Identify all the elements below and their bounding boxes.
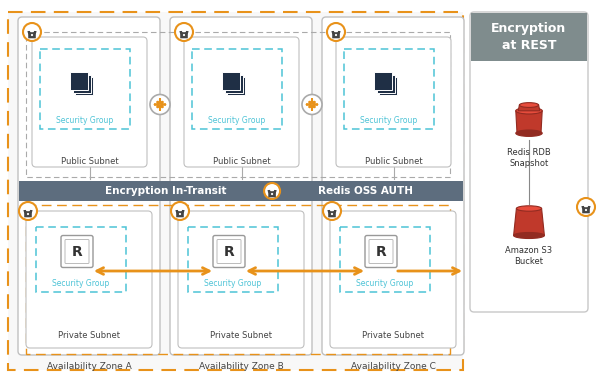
- FancyBboxPatch shape: [470, 12, 588, 312]
- Text: Encryption
at REST: Encryption at REST: [491, 22, 566, 52]
- FancyBboxPatch shape: [332, 32, 340, 38]
- FancyBboxPatch shape: [330, 211, 456, 348]
- Text: Public Subnet: Public Subnet: [212, 157, 271, 165]
- Polygon shape: [516, 111, 542, 133]
- FancyBboxPatch shape: [336, 37, 451, 167]
- FancyBboxPatch shape: [213, 235, 245, 267]
- Ellipse shape: [514, 232, 544, 239]
- Circle shape: [264, 183, 280, 199]
- FancyBboxPatch shape: [73, 75, 91, 93]
- Ellipse shape: [520, 102, 539, 107]
- Circle shape: [171, 202, 189, 220]
- Polygon shape: [19, 181, 463, 201]
- Text: Redis RDB
Snapshot: Redis RDB Snapshot: [507, 148, 551, 168]
- FancyBboxPatch shape: [582, 207, 590, 213]
- FancyBboxPatch shape: [32, 37, 147, 167]
- Text: R: R: [71, 245, 82, 259]
- Text: Private Subnet: Private Subnet: [362, 331, 424, 341]
- FancyBboxPatch shape: [224, 75, 242, 93]
- Circle shape: [183, 34, 185, 36]
- Circle shape: [271, 193, 273, 195]
- Circle shape: [323, 202, 341, 220]
- Polygon shape: [471, 13, 587, 61]
- FancyBboxPatch shape: [180, 32, 188, 38]
- Circle shape: [179, 213, 181, 215]
- Circle shape: [31, 34, 33, 36]
- Text: Private Subnet: Private Subnet: [210, 331, 272, 341]
- Text: Security Group: Security Group: [205, 279, 262, 288]
- Text: Security Group: Security Group: [361, 116, 418, 125]
- FancyBboxPatch shape: [373, 72, 392, 90]
- Text: Security Group: Security Group: [56, 116, 113, 125]
- FancyBboxPatch shape: [268, 191, 276, 197]
- Text: Private Subnet: Private Subnet: [58, 331, 120, 341]
- FancyBboxPatch shape: [227, 77, 245, 94]
- FancyBboxPatch shape: [178, 211, 304, 348]
- FancyBboxPatch shape: [176, 211, 184, 217]
- FancyBboxPatch shape: [379, 77, 397, 94]
- FancyBboxPatch shape: [70, 72, 88, 90]
- Text: Public Subnet: Public Subnet: [61, 157, 118, 165]
- FancyBboxPatch shape: [328, 211, 336, 217]
- FancyBboxPatch shape: [184, 37, 299, 167]
- Text: Amazon S3
Bucket: Amazon S3 Bucket: [505, 246, 553, 266]
- Text: R: R: [224, 245, 235, 259]
- Text: R: R: [376, 245, 386, 259]
- Text: Security Group: Security Group: [52, 279, 110, 288]
- Text: Redis OSS AUTH: Redis OSS AUTH: [318, 186, 413, 196]
- FancyBboxPatch shape: [26, 211, 152, 348]
- FancyBboxPatch shape: [61, 235, 93, 267]
- Text: Availability Zone C: Availability Zone C: [350, 362, 436, 371]
- Circle shape: [335, 34, 337, 36]
- Circle shape: [327, 23, 345, 41]
- FancyBboxPatch shape: [221, 72, 239, 90]
- FancyBboxPatch shape: [365, 235, 397, 267]
- Polygon shape: [8, 12, 463, 370]
- Text: Availability Zone B: Availability Zone B: [199, 362, 283, 371]
- FancyBboxPatch shape: [74, 77, 92, 94]
- Text: Security Group: Security Group: [356, 279, 413, 288]
- FancyBboxPatch shape: [322, 17, 464, 355]
- Ellipse shape: [517, 206, 542, 211]
- FancyBboxPatch shape: [18, 17, 160, 355]
- Circle shape: [585, 209, 587, 211]
- Text: Public Subnet: Public Subnet: [365, 157, 422, 165]
- Ellipse shape: [516, 130, 542, 136]
- Circle shape: [302, 94, 322, 115]
- FancyBboxPatch shape: [24, 211, 32, 217]
- Circle shape: [150, 94, 170, 115]
- FancyBboxPatch shape: [28, 32, 36, 38]
- Circle shape: [27, 213, 29, 215]
- Text: Encryption In-Transit: Encryption In-Transit: [105, 186, 226, 196]
- Polygon shape: [514, 208, 544, 235]
- Text: Security Group: Security Group: [208, 116, 266, 125]
- FancyBboxPatch shape: [170, 17, 312, 355]
- Circle shape: [23, 23, 41, 41]
- Text: Availability Zone A: Availability Zone A: [47, 362, 131, 371]
- Circle shape: [19, 202, 37, 220]
- Circle shape: [331, 213, 333, 215]
- FancyBboxPatch shape: [377, 75, 395, 93]
- Polygon shape: [518, 105, 540, 111]
- Circle shape: [577, 198, 595, 216]
- Ellipse shape: [516, 107, 542, 114]
- Circle shape: [175, 23, 193, 41]
